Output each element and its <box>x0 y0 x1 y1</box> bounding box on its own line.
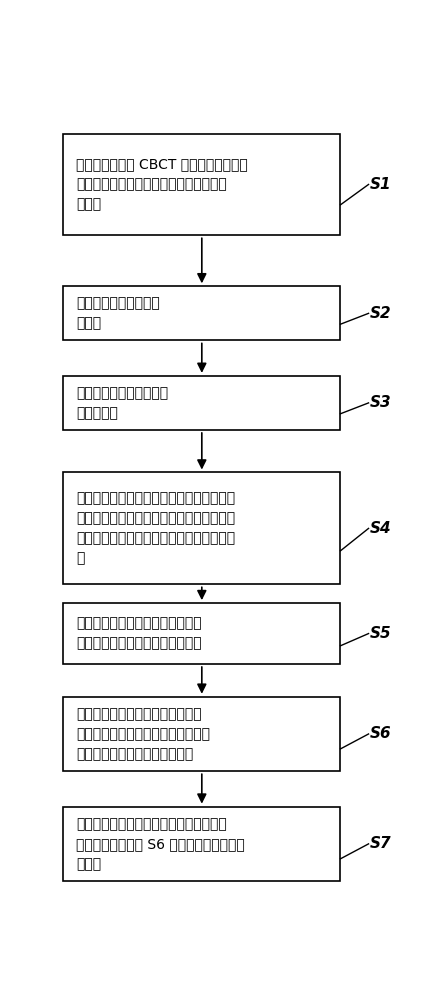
Bar <box>63 134 340 235</box>
Bar <box>63 472 340 584</box>
Text: S4: S4 <box>370 521 392 536</box>
Text: 根据所述咬合面，生成
咬合轴: 根据所述咬合面，生成 咬合轴 <box>76 296 160 330</box>
Text: S6: S6 <box>370 726 392 741</box>
Text: 将所述咬合面沿所述咬合轴移动，使其与牙
齿的表面模型相交，计算二者相交形成的轮
廓线的中心点，所述中心点形成牙齿旋转支
点: 将所述咬合面沿所述咬合轴移动，使其与牙 齿的表面模型相交，计算二者相交形成的轮 … <box>76 491 236 565</box>
Text: S2: S2 <box>370 306 392 321</box>
Text: 调整所述自旋转轴，使其穿过所述牙齿旋
转支点，并与步骤 S6 中的法向轴和切向轴
相垂直: 调整所述自旋转轴，使其穿过所述牙齿旋 转支点，并与步骤 S6 中的法向轴和切向轴… <box>76 817 245 871</box>
Text: S7: S7 <box>370 836 392 851</box>
Text: 沿平行于所述咬合面且穿过所述牙
齿旋转支点的平面，移动法向轴，使
所述法向轴与所述切向轴相垂直: 沿平行于所述咬合面且穿过所述牙 齿旋转支点的平面，移动法向轴，使 所述法向轴与所… <box>76 707 210 761</box>
Text: S1: S1 <box>370 177 392 192</box>
Text: S3: S3 <box>370 395 392 410</box>
Text: S5: S5 <box>370 626 392 641</box>
Text: 获取每颗牙齿初始的法向
轴和切向轴: 获取每颗牙齿初始的法向 轴和切向轴 <box>76 386 169 420</box>
Bar <box>63 376 340 430</box>
Text: 获取患者牙齿的 CBCT 数据，并对每颗牙
齿进行建模，根据建立的牙齿模型，确定
咬合面: 获取患者牙齿的 CBCT 数据，并对每颗牙 齿进行建模，根据建立的牙齿模型，确定… <box>76 157 248 211</box>
Bar <box>63 286 340 340</box>
Bar <box>63 697 340 771</box>
Bar <box>63 807 340 881</box>
Text: 根据所述法向轴、切向轴、牙齿旋
转支点，生成牙齿的初始自旋转轴: 根据所述法向轴、切向轴、牙齿旋 转支点，生成牙齿的初始自旋转轴 <box>76 617 202 651</box>
Bar <box>63 603 340 664</box>
